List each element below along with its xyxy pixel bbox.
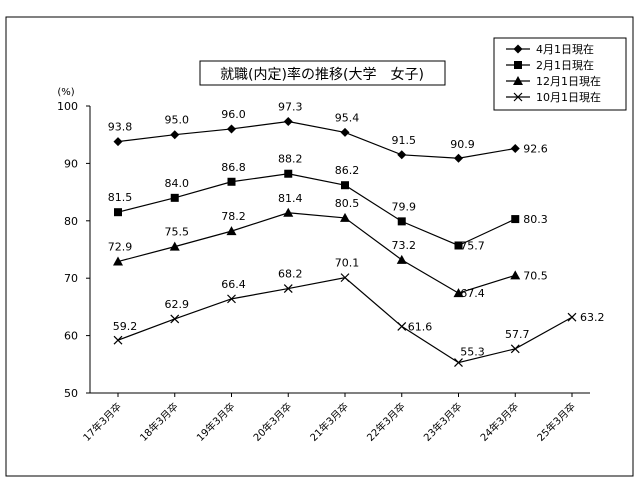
data-point-diamond xyxy=(113,137,123,147)
data-label: 86.2 xyxy=(335,164,360,177)
y-tick-label: 70 xyxy=(64,272,78,285)
data-point-diamond xyxy=(170,130,180,140)
data-label: 59.2 xyxy=(113,320,138,333)
data-point-square xyxy=(227,177,236,186)
y-axis-unit-label: (%) xyxy=(57,87,74,98)
data-point-triangle xyxy=(510,270,521,280)
data-label: 70.5 xyxy=(523,269,548,282)
data-point-triangle xyxy=(396,254,407,264)
data-point-x xyxy=(340,273,350,283)
data-label: 75.7 xyxy=(460,239,485,252)
y-tick-label: 50 xyxy=(64,387,78,400)
series-line-diamond xyxy=(117,120,516,159)
data-point-triangle xyxy=(113,256,123,266)
data-point-square xyxy=(454,241,463,250)
data-label: 80.3 xyxy=(523,213,548,226)
data-label: 70.1 xyxy=(335,257,360,270)
chart-title: 就職(内定)率の推移(大学 女子) xyxy=(220,66,424,83)
data-label: 97.3 xyxy=(278,100,303,113)
data-label: 75.5 xyxy=(165,226,190,239)
data-label: 61.6 xyxy=(408,320,433,333)
data-label: 62.9 xyxy=(165,298,190,311)
legend-marker-square xyxy=(514,61,522,69)
legend-label: 4月1日現在 xyxy=(536,43,594,56)
series-line-square xyxy=(117,173,516,247)
data-label: 90.9 xyxy=(450,138,475,151)
data-label: 79.9 xyxy=(392,200,417,213)
legend-marker-diamond xyxy=(513,44,523,54)
data-label: 91.5 xyxy=(392,134,417,147)
data-point-triangle xyxy=(226,226,237,236)
data-point-square xyxy=(284,169,293,178)
data-point-x xyxy=(283,284,293,293)
data-point-diamond xyxy=(340,127,350,137)
data-label: 55.3 xyxy=(460,346,485,359)
data-point-diamond xyxy=(397,150,407,160)
data-point-x xyxy=(170,314,180,324)
legend-marker-x xyxy=(513,92,523,102)
data-label: 88.2 xyxy=(278,153,303,166)
data-point-square xyxy=(511,215,520,224)
data-label: 78.2 xyxy=(221,210,246,223)
data-label: 57.7 xyxy=(505,328,530,341)
series-line-triangle xyxy=(117,212,516,294)
data-label: 73.2 xyxy=(392,239,417,252)
legend-marker-triangle xyxy=(513,76,523,85)
data-point-diamond xyxy=(510,143,520,153)
data-point-triangle xyxy=(169,241,180,251)
data-point-diamond xyxy=(227,124,236,134)
data-point-x xyxy=(454,358,463,368)
y-tick-label: 100 xyxy=(57,100,78,113)
data-point-x xyxy=(113,335,123,345)
data-point-square xyxy=(114,208,122,217)
y-tick-label: 80 xyxy=(64,215,78,228)
data-point-x xyxy=(567,312,577,322)
data-point-x xyxy=(227,294,236,304)
data-point-diamond xyxy=(283,116,293,126)
data-point-square xyxy=(170,193,179,202)
data-label: 86.8 xyxy=(221,161,246,174)
legend-label: 2月1日現在 xyxy=(536,59,594,72)
data-point-triangle xyxy=(453,288,464,298)
data-point-square xyxy=(397,217,406,226)
data-label: 81.4 xyxy=(278,192,303,205)
data-label: 92.6 xyxy=(523,142,548,155)
data-point-x xyxy=(397,321,407,331)
chart-title-box xyxy=(199,60,446,86)
y-tick-label: 90 xyxy=(64,157,78,170)
data-label: 93.8 xyxy=(108,121,133,134)
legend-label: 12月1日現在 xyxy=(536,75,601,88)
data-label: 95.4 xyxy=(335,111,360,124)
data-label: 63.2 xyxy=(580,311,605,324)
legend-label: 10月1日現在 xyxy=(536,91,601,104)
data-label: 81.5 xyxy=(108,191,133,204)
data-point-x xyxy=(510,344,520,354)
data-label: 96.0 xyxy=(221,108,246,121)
data-label: 67.4 xyxy=(460,287,485,300)
data-point-triangle xyxy=(340,212,350,222)
data-label: 66.4 xyxy=(221,278,246,291)
data-label: 68.2 xyxy=(278,268,303,281)
data-point-diamond xyxy=(454,153,463,163)
data-label: 80.5 xyxy=(335,197,360,210)
data-label: 95.0 xyxy=(165,114,190,127)
data-point-square xyxy=(341,181,349,190)
data-point-triangle xyxy=(283,207,294,217)
data-label: 72.9 xyxy=(108,241,133,254)
data-label: 84.0 xyxy=(165,177,190,190)
y-tick-label: 60 xyxy=(64,330,78,343)
